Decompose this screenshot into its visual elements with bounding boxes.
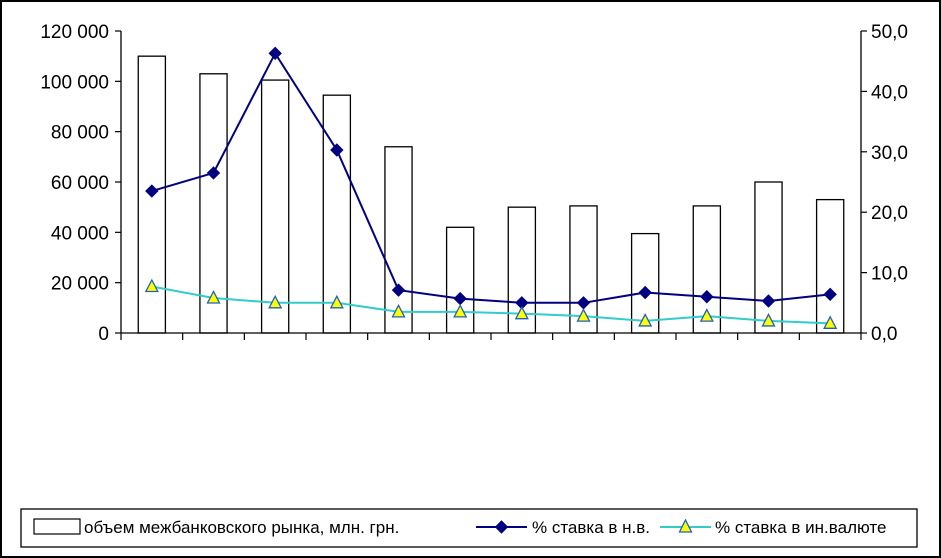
left-tick-label: 60 000 — [51, 173, 109, 194]
marker-nv-2 — [206, 166, 221, 180]
legend-bar-swatch — [33, 518, 81, 535]
marker-fx-11 — [761, 313, 776, 327]
marker-fx-1 — [144, 278, 159, 293]
legend-marker-diamond — [494, 520, 509, 534]
marker-nv-5 — [391, 283, 406, 297]
legend-box — [20, 508, 918, 548]
series-line-1 — [151, 51, 831, 304]
marker-fx-10 — [699, 308, 714, 322]
left-tick-label: 40 000 — [51, 223, 109, 244]
marker-nv-9 — [638, 285, 652, 300]
legend-label-fx: % ставка в ин.валюте — [715, 518, 886, 537]
left-tick-label: 0 — [98, 324, 109, 345]
right-tick-label: 40,0 — [871, 82, 908, 103]
marker-nv-11 — [761, 294, 776, 308]
series-line-2 — [151, 285, 831, 325]
plot-area: 0 20 000 40 000 60 000 80 000 100 000 120 000 0… — [40, 22, 908, 345]
marker-fx-4 — [329, 294, 344, 309]
left-tick-label: 20 000 — [51, 274, 109, 295]
marker-fx-6 — [453, 303, 468, 318]
marker-fx-7 — [514, 305, 529, 320]
marker-nv-3 — [268, 46, 282, 61]
legend-label-nv: % ставка в н.в. — [532, 518, 650, 537]
marker-nv-12 — [823, 287, 837, 302]
legend: объем межбанковского рынка, млн. грн. % … — [20, 508, 918, 548]
right-tick-label: 30,0 — [871, 143, 908, 164]
left-tick-label: 100 000 — [40, 72, 109, 93]
legend-label-volume: объем межбанковского рынка, млн. грн. — [84, 518, 399, 537]
right-tick-label: 0,0 — [871, 324, 897, 345]
marker-fx-12 — [823, 315, 838, 329]
marker-fx-8 — [576, 308, 591, 322]
legend-marker-triangle — [678, 518, 693, 533]
left-tick-label: 80 000 — [51, 123, 109, 144]
marker-fx-9 — [638, 313, 653, 327]
left-tick-label: 120 000 — [40, 22, 109, 43]
right-tick-label: 50,0 — [871, 22, 908, 43]
marker-nv-4 — [330, 143, 344, 157]
marker-nv-10 — [700, 290, 714, 304]
bar-11 — [754, 181, 783, 334]
marker-fx-3 — [268, 294, 283, 309]
right-tick-label: 20,0 — [871, 203, 908, 224]
bar-3 — [260, 79, 290, 334]
marker-nv-1 — [145, 184, 159, 198]
bar-5 — [384, 146, 413, 334]
marker-fx-5 — [391, 303, 406, 318]
right-tick-label: 10,0 — [871, 264, 908, 285]
marker-fx-2 — [206, 290, 221, 304]
bar-12 — [815, 198, 845, 334]
